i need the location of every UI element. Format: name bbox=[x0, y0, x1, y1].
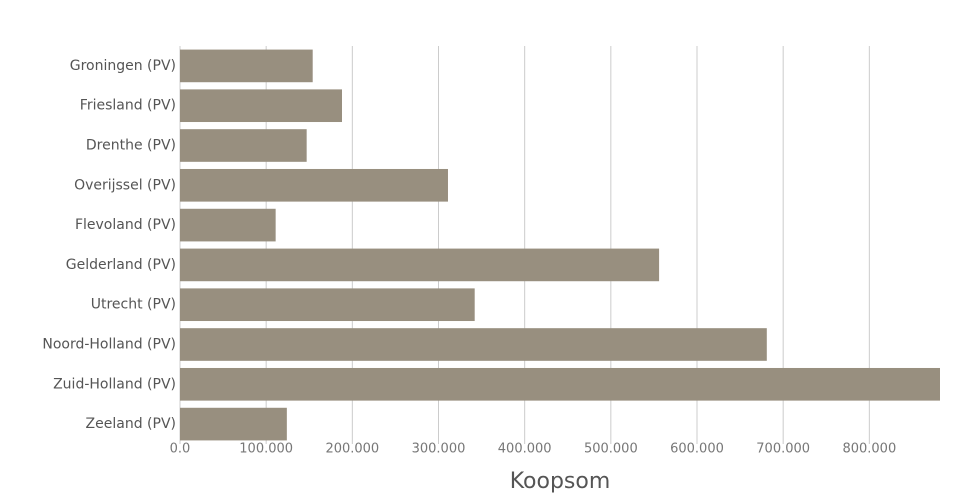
bar bbox=[180, 248, 660, 282]
bar bbox=[180, 367, 940, 401]
x-tick-label: 400.000 bbox=[498, 442, 552, 457]
y-tick-label: Friesland (PV) bbox=[80, 98, 176, 114]
y-tick-label: Overijssel (PV) bbox=[74, 177, 176, 193]
bar bbox=[180, 208, 276, 242]
bar bbox=[180, 129, 307, 162]
x-tick-label: 100.000 bbox=[239, 442, 293, 457]
x-axis-title: Koopsom bbox=[510, 469, 611, 494]
y-tick-label: Flevoland (PV) bbox=[75, 217, 176, 233]
bar bbox=[180, 168, 448, 202]
x-tick-label: 300.000 bbox=[412, 442, 466, 457]
y-tick-label: Groningen (PV) bbox=[70, 58, 176, 74]
y-tick-label: Zuid-Holland (PV) bbox=[53, 376, 176, 392]
y-tick-label: Zeeland (PV) bbox=[86, 416, 176, 432]
bar bbox=[180, 288, 475, 322]
y-tick-label: Drenthe (PV) bbox=[86, 138, 176, 154]
x-tick-label: 600.000 bbox=[670, 442, 724, 457]
bar bbox=[180, 89, 342, 123]
bar bbox=[180, 49, 313, 83]
y-tick-label: Gelderland (PV) bbox=[66, 257, 176, 273]
bar bbox=[180, 407, 287, 441]
y-tick-label: Utrecht (PV) bbox=[91, 297, 176, 313]
x-tick-label: 500.000 bbox=[584, 442, 638, 457]
x-tick-label: 800.000 bbox=[842, 442, 896, 457]
bar bbox=[180, 328, 767, 361]
x-tick-label: 700.000 bbox=[756, 442, 810, 457]
x-tick-label: 0.0 bbox=[170, 442, 191, 457]
y-tick-label: Noord-Holland (PV) bbox=[42, 337, 176, 353]
x-tick-label: 200.000 bbox=[325, 442, 379, 457]
